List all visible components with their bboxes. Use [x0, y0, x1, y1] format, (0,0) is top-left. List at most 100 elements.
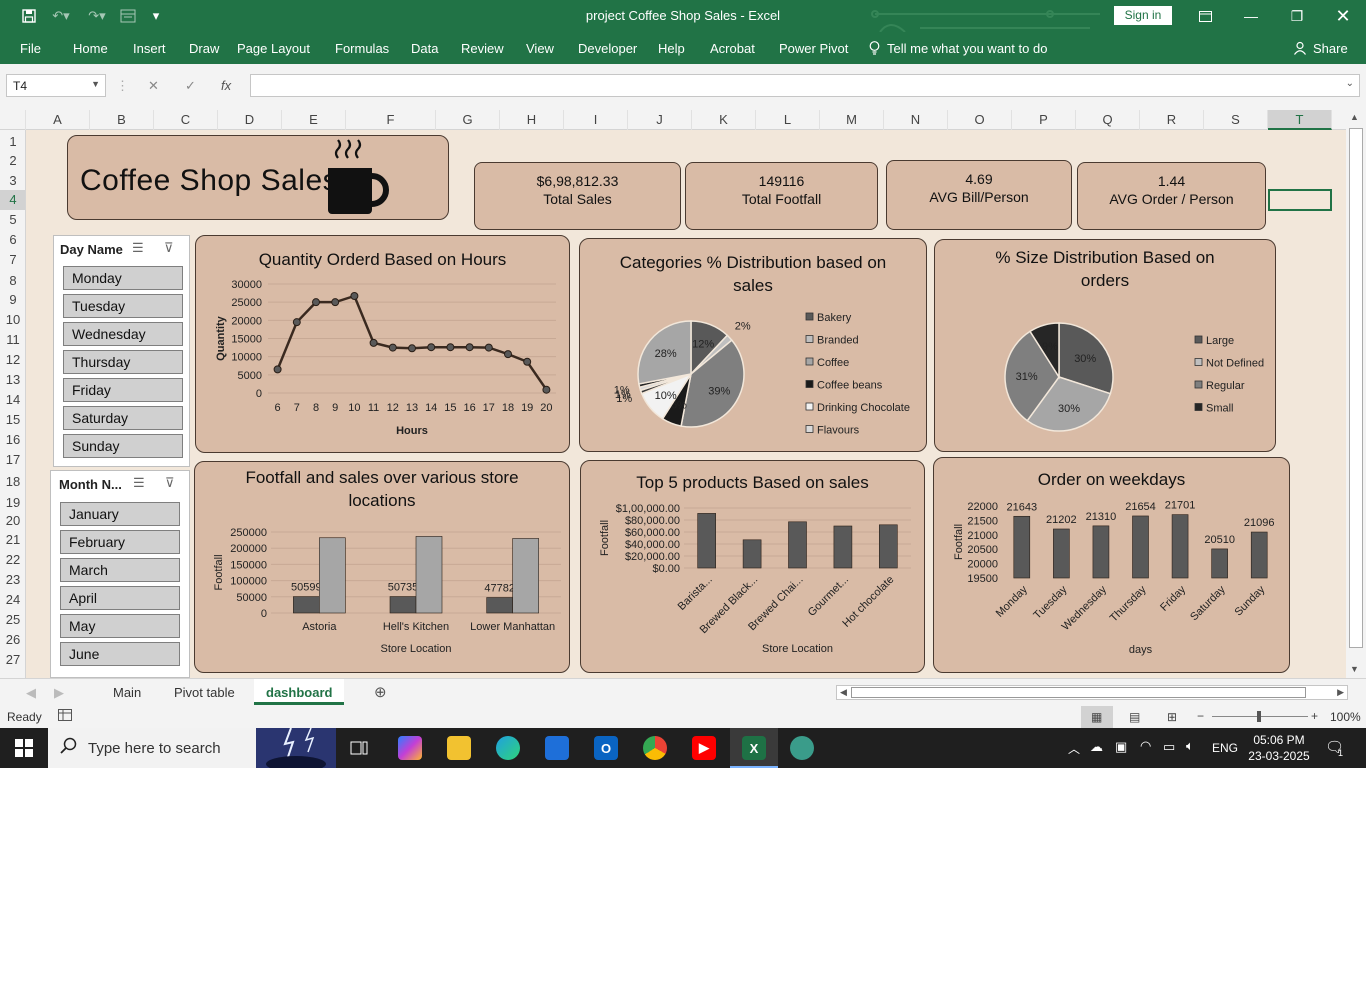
form-icon[interactable] [118, 7, 138, 25]
row-header[interactable]: 17 [5, 452, 21, 467]
edge-icon[interactable] [496, 736, 520, 760]
tab-help[interactable]: Help [658, 41, 685, 56]
row-header[interactable]: 6 [9, 232, 17, 247]
row-header[interactable]: 25 [5, 612, 21, 627]
excel-icon[interactable]: X [742, 736, 766, 760]
slicer-item[interactable]: June [60, 642, 180, 666]
column-header[interactable]: I [564, 110, 628, 130]
slicer-item[interactable]: Thursday [63, 350, 183, 374]
row-header[interactable]: 1 [9, 134, 17, 149]
copilot-icon[interactable] [398, 736, 422, 760]
row-header[interactable]: 2 [9, 153, 17, 168]
row-header[interactable]: 12 [5, 352, 21, 367]
column-header[interactable]: S [1204, 110, 1268, 130]
h-scroll-thumb[interactable] [851, 687, 1306, 698]
tab-review[interactable]: Review [461, 41, 504, 56]
battery-icon[interactable]: ▭ [1163, 739, 1176, 754]
column-header[interactable]: C [154, 110, 218, 130]
slicer-item[interactable]: Saturday [63, 406, 183, 430]
row-header[interactable]: 9 [9, 292, 17, 307]
tell-me-search[interactable]: Tell me what you want to do [887, 41, 1048, 56]
zoom-slider-thumb[interactable] [1257, 711, 1261, 722]
tab-developer[interactable]: Developer [578, 41, 638, 56]
column-header[interactable]: L [756, 110, 820, 130]
chart-orders-weekdays[interactable]: Order on weekdays 19500 20000 20500 21000 21… [933, 457, 1290, 673]
column-header[interactable]: A [26, 110, 90, 130]
tab-formulas[interactable]: Formulas [335, 41, 390, 56]
column-header[interactable]: N [884, 110, 948, 130]
multi-select-icon[interactable]: ☰ [132, 240, 144, 255]
meet-now-icon[interactable]: ▣ [1115, 739, 1128, 754]
save-icon[interactable] [18, 7, 40, 25]
row-header[interactable]: 13 [5, 372, 21, 387]
minimize-icon[interactable]: — [1244, 8, 1258, 24]
tab-insert[interactable]: Insert [133, 41, 166, 56]
share-button[interactable]: Share [1313, 41, 1348, 56]
slicer-item[interactable]: February [60, 530, 180, 554]
slicer-item[interactable]: Sunday [63, 434, 183, 458]
row-header[interactable]: 15 [5, 412, 21, 427]
column-header[interactable]: O [948, 110, 1012, 130]
slicer-item[interactable]: April [60, 586, 180, 610]
clear-filter-icon[interactable]: ⊽ [164, 240, 174, 255]
row-header[interactable]: 3 [9, 173, 17, 188]
row-header[interactable]: 10 [5, 312, 21, 327]
sheet-tab-main[interactable]: Main [113, 685, 142, 700]
taskbar-search-input[interactable]: Type here to search [48, 727, 336, 768]
column-header[interactable]: H [500, 110, 564, 130]
close-icon[interactable]: ✕ [1335, 5, 1351, 26]
notification-icon[interactable]: 🗨︎ [1325, 739, 1345, 756]
redo-icon[interactable]: ↷▾ [88, 8, 106, 23]
slicer-item[interactable]: Wednesday [63, 322, 183, 346]
cancel-icon[interactable]: ✕ [148, 78, 159, 93]
sheet-tab-dashboard[interactable]: dashboard [254, 679, 345, 705]
insert-function-button[interactable]: fx [221, 78, 232, 93]
slicer-item[interactable]: May [60, 614, 180, 638]
wifi-icon[interactable]: ◠ [1140, 738, 1152, 753]
row-header[interactable]: 27 [5, 652, 21, 667]
language-indicator[interactable]: ENG [1212, 741, 1239, 755]
row-header[interactable]: 8 [9, 273, 17, 288]
column-header[interactable]: M [820, 110, 884, 130]
page-layout-icon[interactable]: ▤ [1129, 710, 1141, 724]
slicer-item[interactable]: Monday [63, 266, 183, 290]
row-header-selected[interactable]: 4 [0, 190, 25, 210]
row-header[interactable]: 5 [9, 212, 17, 227]
ribbon-display-icon[interactable] [1182, 0, 1228, 32]
formula-input[interactable]: ⌄ [250, 74, 1360, 97]
tab-power-pivot[interactable]: Power Pivot [779, 41, 849, 56]
sheet-tab-pivot-table[interactable]: Pivot table [174, 685, 235, 700]
row-header[interactable]: 16 [5, 432, 21, 447]
column-header[interactable]: G [436, 110, 500, 130]
expand-formula-icon[interactable]: ⌄ [1345, 78, 1354, 89]
column-header[interactable]: P [1012, 110, 1076, 130]
tab-acrobat[interactable]: Acrobat [710, 41, 755, 56]
chart-top5-products[interactable]: Top 5 products Based on sales $0.00 $20,0… [580, 460, 925, 673]
chart-size-distribution[interactable]: % Size Distribution Based on orders 30% 3… [934, 239, 1276, 452]
vertical-scrollbar[interactable]: ▲ ▼ [1346, 110, 1366, 678]
onedrive-icon[interactable]: ☁ [1090, 739, 1103, 754]
row-header[interactable]: 20 [5, 513, 21, 528]
slicer-item[interactable]: January [60, 502, 180, 526]
row-header[interactable]: 21 [5, 532, 21, 547]
slicer-item[interactable]: March [60, 558, 180, 582]
column-header[interactable]: Q [1076, 110, 1140, 130]
sign-in-button[interactable]: Sign in [1114, 6, 1172, 25]
scroll-down-icon[interactable]: ▼ [1350, 664, 1359, 674]
chart-categories-distribution[interactable]: Categories % Distribution based on sales… [579, 238, 927, 452]
row-header[interactable]: 23 [5, 572, 21, 587]
add-sheet-icon[interactable]: ⊕ [374, 684, 387, 701]
scroll-up-icon[interactable]: ▲ [1350, 112, 1359, 122]
column-header[interactable]: E [282, 110, 346, 130]
column-header[interactable]: D [218, 110, 282, 130]
outlook-icon[interactable]: O [594, 736, 618, 760]
row-header[interactable]: 19 [5, 495, 21, 510]
chevron-down-icon[interactable]: ▼ [91, 79, 100, 89]
column-header[interactable]: R [1140, 110, 1204, 130]
selected-cell[interactable] [1268, 189, 1332, 211]
windows-start-icon[interactable] [15, 739, 33, 762]
scroll-left-icon[interactable]: ◀ [840, 687, 847, 697]
horizontal-scrollbar[interactable]: ◀ ▶ [836, 685, 1348, 700]
chart-quantity-by-hour[interactable]: Quantity Orderd Based on Hours 0 5000 1000… [195, 235, 570, 453]
chevron-up-icon[interactable]: ︿ [1068, 742, 1081, 756]
